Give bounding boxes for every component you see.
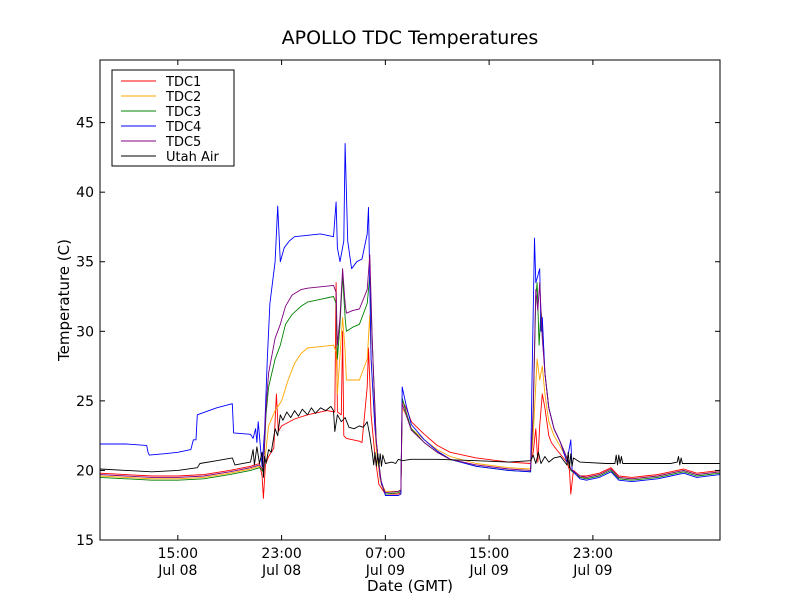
legend-label: TDC5 — [165, 135, 201, 150]
y-tick-label: 15 — [76, 533, 94, 549]
series-line-utah-air — [99, 405, 720, 478]
series-line-tdc3 — [99, 275, 721, 495]
x-axis-label: Date (GMT) — [367, 577, 453, 595]
y-tick-label: 30 — [76, 324, 94, 340]
series-line-tdc2 — [99, 314, 721, 492]
x-tick-time-label: 23:00 — [261, 546, 301, 562]
y-tick-label: 45 — [76, 116, 94, 132]
x-tick-time-label: 15:00 — [158, 546, 198, 562]
x-tick-date-label: Jul 08 — [261, 563, 301, 579]
x-tick-time-label: 23:00 — [573, 546, 613, 562]
series-line-tdc4 — [100, 143, 721, 496]
plot-frame — [99, 59, 721, 541]
y-axis-label: Temperature (C) — [55, 239, 73, 362]
legend-label: Utah Air — [166, 150, 219, 165]
x-tick-time-label: 07:00 — [365, 546, 405, 562]
legend-label: TDC2 — [165, 90, 201, 105]
legend-label: TDC3 — [165, 105, 201, 120]
y-tick-label: 20 — [76, 463, 94, 479]
y-tick-label: 25 — [76, 394, 94, 410]
y-tick-label: 40 — [76, 185, 94, 201]
x-tick-date-label: Jul 09 — [469, 563, 509, 579]
legend-box — [111, 69, 235, 167]
x-tick-time-label: 15:00 — [469, 546, 509, 562]
y-tick-label: 35 — [76, 255, 94, 271]
series-line-tdc1 — [99, 282, 721, 499]
legend-label: TDC1 — [165, 75, 201, 90]
x-tick-date-label: Jul 08 — [157, 563, 197, 579]
legend-label: TDC4 — [165, 120, 201, 135]
x-tick-date-label: Jul 09 — [365, 563, 405, 579]
series-line-tdc5 — [99, 254, 721, 494]
series-group — [99, 143, 721, 499]
x-tick-date-label: Jul 09 — [572, 563, 612, 579]
chart-title: APOLLO TDC Temperatures — [282, 27, 539, 49]
